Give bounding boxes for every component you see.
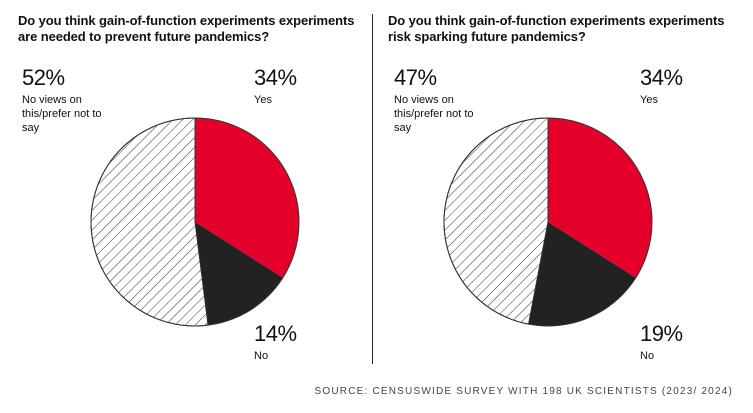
panel-divider [372, 14, 373, 364]
legend-label-no: 14% No [254, 322, 334, 363]
slice-value-label: 19% [640, 321, 683, 346]
pie-chart [443, 117, 653, 327]
slice-category-label: No views on this/prefer not to say [22, 94, 102, 134]
legend-label-no: 19% No [640, 322, 720, 363]
legend-label-yes: 34% Yes [254, 66, 334, 107]
pie-slice-neutral [90, 117, 209, 327]
slice-value-label: 52% [22, 65, 65, 90]
slice-value-label: 34% [254, 65, 297, 90]
pie-slice-no [528, 222, 636, 327]
slice-category-label: No views on this/prefer not to say [394, 94, 474, 134]
chart-title: Do you think gain-of-function experiment… [18, 13, 355, 44]
pie-slice-yes [548, 118, 653, 278]
slice-category-label: Yes [254, 94, 272, 106]
slice-category-label: Yes [640, 94, 658, 106]
pie-slice-neutral [443, 117, 549, 325]
chart-title: Do you think gain-of-function experiment… [388, 13, 725, 44]
slice-value-label: 14% [254, 321, 297, 346]
pie-outline [90, 117, 300, 327]
pie-chart [90, 117, 300, 327]
legend-label-neutral: 52% No views on this/prefer not to say [22, 66, 102, 135]
slice-value-label: 34% [640, 65, 683, 90]
pie-slice-no [195, 222, 283, 326]
chart-panel-risk: Do you think gain-of-function experiment… [374, 0, 753, 370]
source-note: SOURCE: CENSUSWIDE SURVEY WITH 198 UK SC… [314, 386, 733, 397]
slice-category-label: No [640, 350, 655, 362]
slice-value-label: 47% [394, 65, 437, 90]
legend-label-yes: 34% Yes [640, 66, 720, 107]
legend-label-neutral: 47% No views on this/prefer not to say [394, 66, 474, 135]
pie-slice-yes [195, 118, 300, 278]
slice-category-label: No [254, 350, 269, 362]
pie-outline [443, 117, 653, 327]
chart-panel-needed: Do you think gain-of-function experiment… [0, 0, 372, 370]
